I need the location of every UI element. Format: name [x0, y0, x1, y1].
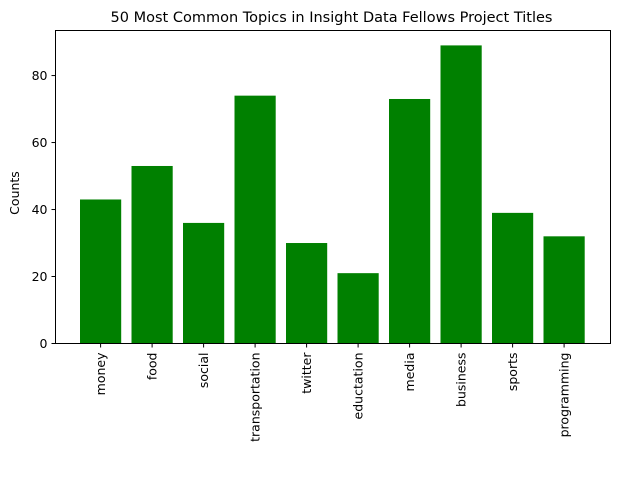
y-tick-label: 80 — [32, 68, 48, 83]
x-tick-label: media — [402, 353, 417, 392]
plot-frame — [55, 30, 611, 344]
x-axis-ticks: money food social transportation twitter educ… — [93, 343, 572, 442]
y-tick-label: 20 — [32, 269, 48, 284]
x-tick-label: money — [93, 352, 108, 395]
bar-programming — [543, 236, 585, 344]
x-tick-label: twitter — [299, 352, 314, 394]
y-tick-label: 40 — [32, 202, 48, 217]
bar-transportation — [234, 95, 276, 344]
x-tick-label: eductation — [351, 353, 366, 420]
x-tick-label: sports — [505, 353, 520, 392]
bar-food — [131, 165, 173, 344]
y-axis-label: Counts — [7, 171, 22, 215]
bar-eductation — [337, 273, 379, 344]
x-tick-label: food — [145, 353, 160, 381]
y-tick-label: 60 — [32, 135, 48, 150]
bars-group — [80, 45, 585, 344]
chart-title: 50 Most Common Topics in Insight Data Fe… — [111, 10, 553, 26]
x-tick-label: social — [196, 353, 211, 389]
y-tick-label: 0 — [40, 336, 48, 351]
x-tick-label: business — [454, 353, 469, 407]
bar-business — [440, 45, 482, 344]
bar-money — [80, 199, 122, 344]
bar-twitter — [286, 243, 328, 344]
bar-sports — [492, 212, 534, 344]
y-axis-ticks: 0 20 40 60 80 — [32, 68, 56, 351]
x-tick-label: programming — [557, 353, 572, 438]
bar-social — [183, 222, 225, 344]
bar-media — [389, 98, 431, 344]
x-tick-label: transportation — [248, 353, 263, 442]
